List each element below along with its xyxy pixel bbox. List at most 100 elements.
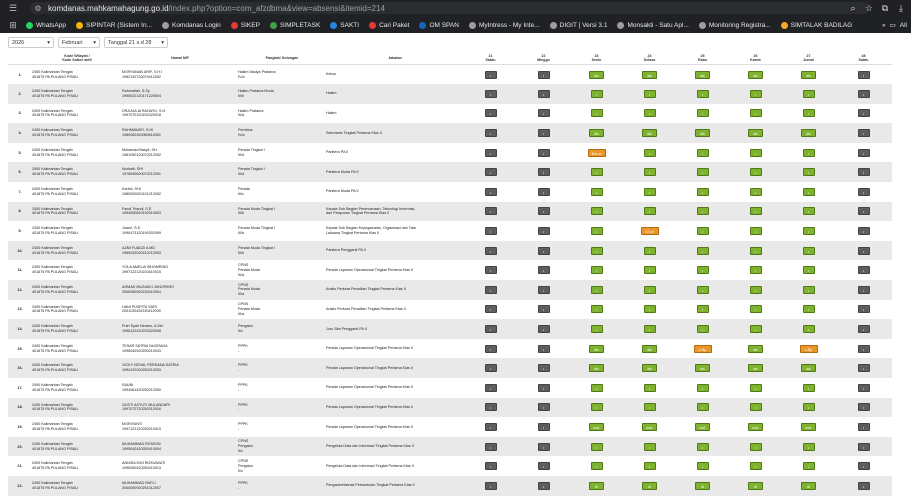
attendance-button[interactable]: • (749, 168, 762, 177)
attendance-button[interactable]: • (643, 403, 656, 412)
attendance-button[interactable]: • (749, 109, 762, 118)
attendance-button[interactable]: • (696, 325, 709, 334)
attendance-button[interactable]: • (537, 187, 550, 196)
attendance-button[interactable]: • (484, 129, 497, 138)
attendance-button[interactable]: • (696, 187, 709, 196)
attendance-button[interactable]: • (590, 168, 603, 177)
attendance-button[interactable]: • (484, 285, 497, 294)
attendance-button[interactable]: • (749, 207, 762, 216)
bookmark-item[interactable]: Monsakti - Satu Apl... (617, 21, 689, 29)
attendance-button[interactable]: • (484, 246, 497, 255)
attendance-button[interactable]: • (802, 148, 815, 157)
attendance-button[interactable]: • (643, 383, 656, 392)
attendance-button[interactable]: • (537, 109, 550, 118)
attendance-button[interactable]: Iline-w (587, 148, 606, 157)
url-text[interactable]: komdanas.mahkamahagung.go.id/index.php?o… (48, 4, 385, 13)
attendance-button[interactable]: • (857, 89, 870, 98)
attendance-button[interactable]: • (749, 285, 762, 294)
attendance-button[interactable]: sm1 (589, 422, 604, 431)
attendance-button[interactable]: dl (589, 481, 604, 490)
bookmark-item[interactable]: SIMPLETASK (269, 21, 320, 29)
attendance-button[interactable]: • (484, 187, 497, 196)
attendance-button[interactable]: • (749, 246, 762, 255)
attendance-button[interactable]: • (802, 325, 815, 334)
attendance-button[interactable]: • (749, 305, 762, 314)
attendance-button[interactable]: • (537, 325, 550, 334)
attendance-button[interactable]: • (643, 168, 656, 177)
attendance-button[interactable]: • (749, 148, 762, 157)
attendance-button[interactable]: • (484, 70, 497, 79)
attendance-button[interactable]: • (590, 383, 603, 392)
attendance-button[interactable]: • (484, 168, 497, 177)
attendance-button[interactable]: • (484, 207, 497, 216)
attendance-button[interactable]: • (484, 383, 497, 392)
attendance-button[interactable]: • (696, 285, 709, 294)
attendance-button[interactable]: • (537, 481, 550, 490)
attendance-button[interactable]: • (857, 344, 870, 353)
attendance-button[interactable]: dis (589, 129, 604, 138)
attendance-button[interactable]: • (802, 462, 815, 471)
attendance-button[interactable]: • (857, 403, 870, 412)
attendance-button[interactable]: CT-w (640, 227, 659, 236)
attendance-button[interactable]: dis (695, 364, 710, 373)
extensions-icon[interactable]: ⧉ (881, 2, 889, 13)
attendance-button[interactable]: dis (589, 70, 604, 79)
attendance-button[interactable]: • (484, 344, 497, 353)
attendance-button[interactable]: • (537, 148, 550, 157)
attendance-button[interactable]: • (590, 305, 603, 314)
apps-grid-icon[interactable]: ⊞ (9, 19, 17, 30)
star-icon[interactable]: ☆ (864, 2, 874, 13)
attendance-button[interactable]: • (857, 168, 870, 177)
bookmark-item[interactable]: OM SPAN (419, 21, 459, 29)
attendance-button[interactable]: • (696, 89, 709, 98)
attendance-button[interactable]: • (643, 207, 656, 216)
attendance-button[interactable]: • (537, 442, 550, 451)
attendance-button[interactable]: • (857, 325, 870, 334)
attendance-button[interactable]: • (802, 442, 815, 451)
bookmark-item[interactable]: WhatsApp (26, 21, 66, 29)
range-select[interactable]: Tanggal 21 s.d 28 ▾ (104, 37, 168, 48)
attendance-button[interactable]: • (643, 266, 656, 275)
attendance-button[interactable]: v-Rp (693, 344, 712, 353)
download-icon[interactable]: ⤓ (899, 2, 903, 13)
attendance-button[interactable]: • (857, 246, 870, 255)
attendance-button[interactable]: • (857, 148, 870, 157)
bookmark-item[interactable]: Monitoring Registra... (698, 21, 771, 29)
attendance-button[interactable]: • (696, 266, 709, 275)
attendance-button[interactable]: dis (801, 70, 816, 79)
attendance-button[interactable]: • (537, 168, 550, 177)
attendance-button[interactable]: • (696, 383, 709, 392)
attendance-button[interactable]: • (857, 442, 870, 451)
attendance-button[interactable]: • (590, 246, 603, 255)
attendance-button[interactable]: • (857, 285, 870, 294)
attendance-button[interactable]: • (802, 285, 815, 294)
address-bar[interactable]: ⚙ komdanas.mahkamahagung.go.id/index.php… (30, 2, 870, 14)
attendance-button[interactable]: dis (801, 129, 816, 138)
attendance-button[interactable]: • (802, 227, 815, 236)
attendance-button[interactable]: • (857, 422, 870, 431)
attendance-button[interactable]: • (537, 227, 550, 236)
attendance-button[interactable]: • (749, 442, 762, 451)
attendance-button[interactable]: • (857, 207, 870, 216)
attendance-button[interactable]: • (590, 462, 603, 471)
search-icon[interactable]: ⌕ (850, 2, 856, 13)
attendance-button[interactable]: • (590, 266, 603, 275)
attendance-button[interactable]: • (749, 227, 762, 236)
bookmark-item[interactable]: SIMTALAK BADILAG (780, 21, 852, 29)
attendance-button[interactable]: • (802, 89, 815, 98)
attendance-button[interactable]: • (696, 109, 709, 118)
attendance-button[interactable]: • (749, 266, 762, 275)
attendance-button[interactable]: dl (642, 481, 657, 490)
attendance-button[interactable]: • (643, 187, 656, 196)
attendance-button[interactable]: • (696, 148, 709, 157)
attendance-button[interactable]: dis (748, 364, 763, 373)
attendance-button[interactable]: dis (589, 344, 604, 353)
attendance-button[interactable]: • (696, 442, 709, 451)
attendance-button[interactable]: • (590, 187, 603, 196)
year-select[interactable]: 2026 ▾ (8, 37, 54, 48)
attendance-button[interactable]: • (643, 89, 656, 98)
attendance-button[interactable]: • (857, 383, 870, 392)
attendance-button[interactable]: • (643, 462, 656, 471)
attendance-button[interactable]: dis (748, 129, 763, 138)
attendance-button[interactable]: • (484, 422, 497, 431)
